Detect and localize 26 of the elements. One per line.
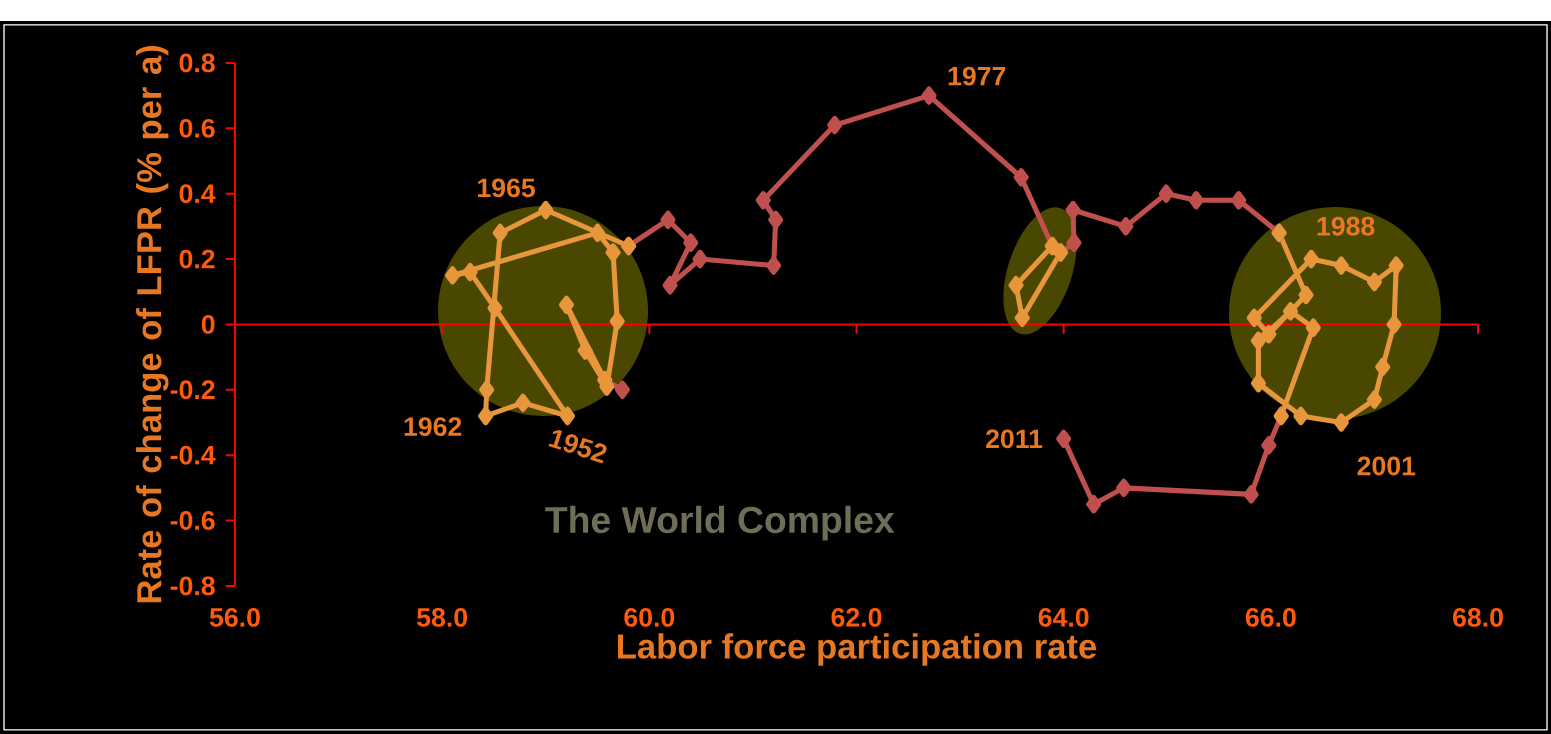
annotation: 1965 [478, 178, 535, 198]
x-axis-title: Labor force participation rate [618, 633, 1097, 666]
y-axis-title: Rate of change of LFPR (% per a) [136, 45, 169, 603]
y-tick-label: -0.2 [170, 380, 215, 400]
x-tick-label: 58.0 [417, 608, 468, 627]
y-tick-label: 0.6 [179, 118, 215, 138]
annotation: 1977 [948, 66, 1006, 86]
x-tick-label: 56.0 [209, 608, 260, 627]
annotation: 1962 [404, 417, 462, 437]
annotation: 2001 [1357, 456, 1416, 476]
annotation: The World Complex [545, 505, 895, 541]
x-tick-label: 68.0 [1453, 608, 1503, 627]
x-tick-label: 62.0 [831, 608, 882, 627]
annotation: 1988 [1317, 216, 1375, 236]
y-tick-label: -0.6 [170, 511, 215, 531]
y-tick-label: 0.4 [179, 184, 216, 204]
annotation: 2011 [986, 429, 1043, 449]
y-tick-label: 0 [201, 315, 215, 334]
y-tick-label: -0.4 [170, 445, 216, 465]
y-tick-label: 0.2 [179, 249, 215, 269]
annotation: 1952 [548, 430, 607, 464]
x-tick-label: 64.0 [1038, 608, 1089, 627]
y-tick-label: -0.8 [170, 576, 215, 596]
x-tick-label: 60.0 [624, 608, 675, 627]
x-tick-label: 66.0 [1245, 608, 1296, 627]
y-tick-label: 0.8 [179, 53, 215, 73]
